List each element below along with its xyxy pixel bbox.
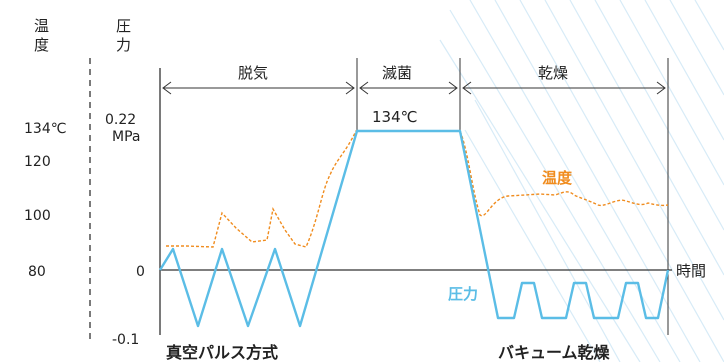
temperature-tick-120: 120 <box>24 154 51 170</box>
temperature-curve <box>166 130 669 248</box>
temperature-tick-80: 80 <box>28 264 46 280</box>
sterilization-temperature-label: 134℃ <box>372 108 417 126</box>
vacuum-pulse-method-label: 真空パルス方式 <box>166 343 278 362</box>
vacuum-drying-label: バキューム乾燥 <box>498 343 611 362</box>
temperature-axis-title-1: 温 <box>34 17 49 35</box>
phase-label-sterilization: 滅菌 <box>382 64 412 82</box>
pressure-curve <box>158 129 670 328</box>
pressure-axis-title-2: 力 <box>116 36 131 54</box>
pressure-tick-top-value: 0.22 <box>105 112 136 128</box>
temperature-curve-label: 温度 <box>542 169 573 187</box>
phase-label-drying: 乾燥 <box>538 64 568 82</box>
pressure-tick-top-unit: MPa <box>112 129 140 145</box>
background-stripes <box>439 0 724 362</box>
temperature-axis-title-2: 度 <box>34 36 49 54</box>
pressure-axis-title-1: 圧 <box>116 17 131 35</box>
pressure-tick-bottom: -0.1 <box>112 332 139 348</box>
time-axis-label: 時間 <box>676 262 706 280</box>
pressure-curve-label: 圧力 <box>448 285 478 303</box>
temperature-tick-100: 100 <box>24 208 51 224</box>
temperature-tick-134: 134℃ <box>24 121 66 137</box>
pressure-tick-zero: 0 <box>136 264 145 280</box>
phase-arrows <box>162 81 666 95</box>
phase-label-deaeration: 脱気 <box>238 64 268 82</box>
